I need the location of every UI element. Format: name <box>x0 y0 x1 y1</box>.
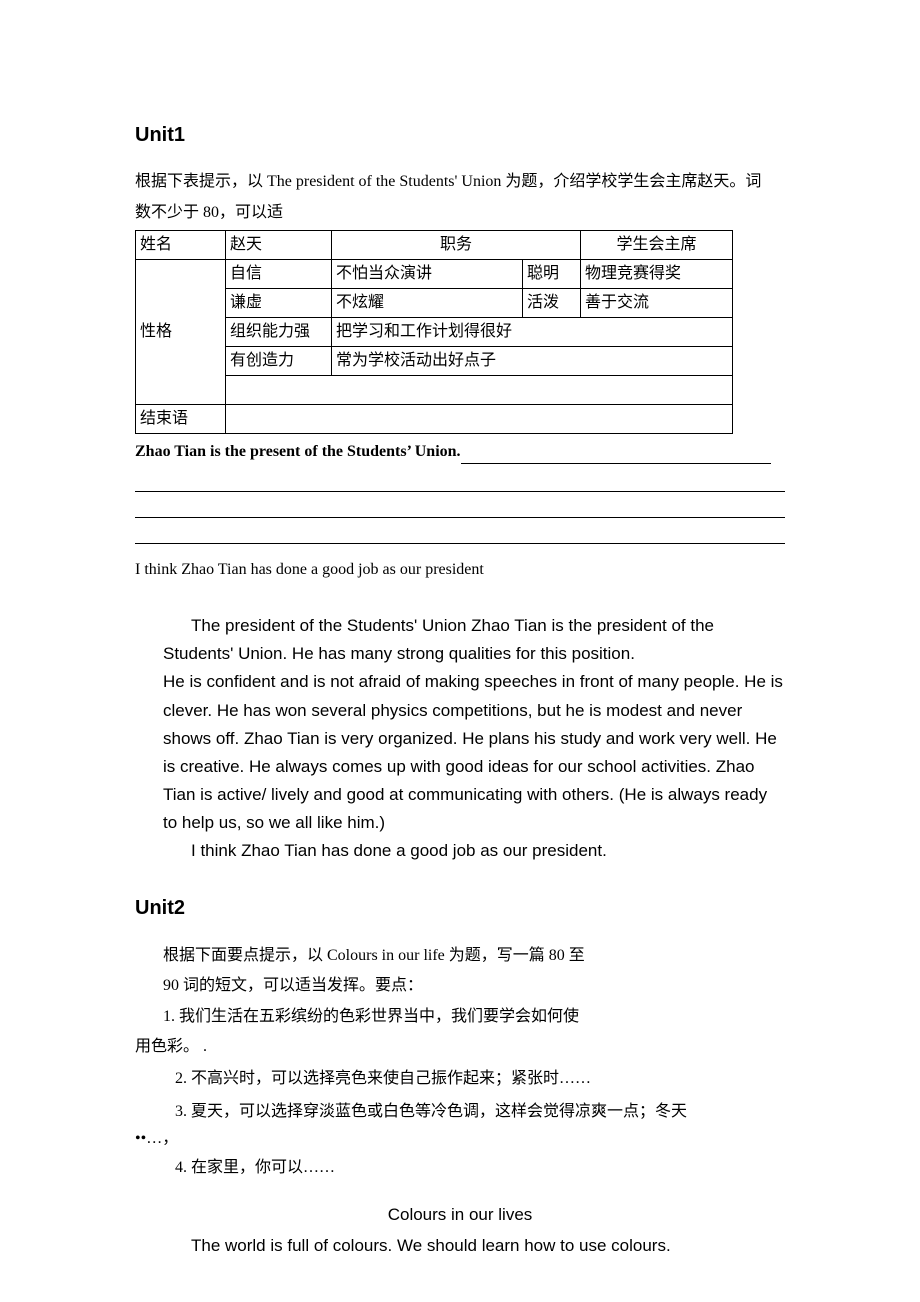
essay-lead: Zhao Tian is the present of the Students… <box>135 440 785 464</box>
unit2-essay-body: The world is full of colours. We should … <box>135 1233 785 1259</box>
unit1-heading: Unit1 <box>135 120 785 150</box>
cell: 不炫耀 <box>332 289 523 318</box>
unit2-essay-title: Colours in our lives <box>135 1202 785 1228</box>
cell-empty <box>226 376 733 405</box>
unit2-item2: 2. 不高兴时，可以选择亮色来使自己振作起来；紧张时…… <box>135 1064 785 1094</box>
unit2-item1a: 1. 我们生活在五彩缤纷的色彩世界当中，我们要学会如何使 <box>135 1002 785 1032</box>
unit2-item1b: 用色彩。 . <box>135 1032 785 1062</box>
cell: 活泼 <box>523 289 581 318</box>
cell: 组织能力强 <box>226 318 332 347</box>
cell-closing-label: 结束语 <box>136 405 226 434</box>
unit1-intro-line2: 数不少于 80，可以适 <box>135 199 785 226</box>
cell-name-value: 赵天 <box>226 231 332 260</box>
cell: 善于交流 <box>581 289 733 318</box>
essay-p3: I think Zhao Tian has done a good job as… <box>163 837 785 865</box>
unit2-heading: Unit2 <box>135 893 785 923</box>
table-row: 组织能力强 把学习和工作计划得很好 <box>136 318 733 347</box>
table-row: 有创造力 常为学校活动出好点子 <box>136 347 733 376</box>
cell: 常为学校活动出好点子 <box>332 347 733 376</box>
essay-p1a: The president of the Students' Union Zha… <box>163 612 785 640</box>
unit1-table: 姓名 赵天 职务 学生会主席 性格 自信 不怕当众演讲 聪明 物理竞赛得奖 谦虚… <box>135 230 733 434</box>
unit2-intro2: 90 词的短文，可以适当发挥。要点： <box>135 971 785 1001</box>
table-row: 姓名 赵天 职务 学生会主席 <box>136 231 733 260</box>
cell-personality-label: 性格 <box>136 260 226 405</box>
table-row: 性格 自信 不怕当众演讲 聪明 物理竞赛得奖 <box>136 260 733 289</box>
unit1-closing-line: I think Zhao Tian has done a good job as… <box>135 558 785 582</box>
cell-role-label: 职务 <box>332 231 581 260</box>
cell: 谦虚 <box>226 289 332 318</box>
cell-name-label: 姓名 <box>136 231 226 260</box>
table-row: 结束语 <box>136 405 733 434</box>
unit2-intro1: 根据下面要点提示，以 Colours in our life 为题，写一篇 80… <box>135 941 785 971</box>
fill-line <box>461 448 771 464</box>
unit2-item4: 4. 在家里，你可以…… <box>135 1153 785 1183</box>
unit2-dots: ••…， <box>135 1127 785 1151</box>
blank-line <box>135 496 785 518</box>
blank-line <box>135 470 785 492</box>
essay-p1b: Students' Union. He has many strong qual… <box>163 640 785 668</box>
essay-p2: He is confident and is not afraid of mak… <box>163 668 785 836</box>
cell: 不怕当众演讲 <box>332 260 523 289</box>
unit2-item3: 3. 夏天，可以选择穿淡蓝色或白色等冷色调，这样会觉得凉爽一点；冬天 <box>135 1097 785 1127</box>
blank-line <box>135 522 785 544</box>
cell: 自信 <box>226 260 332 289</box>
table-row <box>136 376 733 405</box>
cell: 聪明 <box>523 260 581 289</box>
cell-empty <box>226 405 733 434</box>
cell: 有创造力 <box>226 347 332 376</box>
cell: 物理竞赛得奖 <box>581 260 733 289</box>
lead-text: Zhao Tian is the present of the Students… <box>135 443 461 460</box>
cell: 把学习和工作计划得很好 <box>332 318 733 347</box>
unit1-intro-line1: 根据下表提示，以 The president of the Students' … <box>135 168 785 195</box>
cell-role-value: 学生会主席 <box>581 231 733 260</box>
unit1-essay: The president of the Students' Union Zha… <box>135 612 785 864</box>
table-row: 谦虚 不炫耀 活泼 善于交流 <box>136 289 733 318</box>
